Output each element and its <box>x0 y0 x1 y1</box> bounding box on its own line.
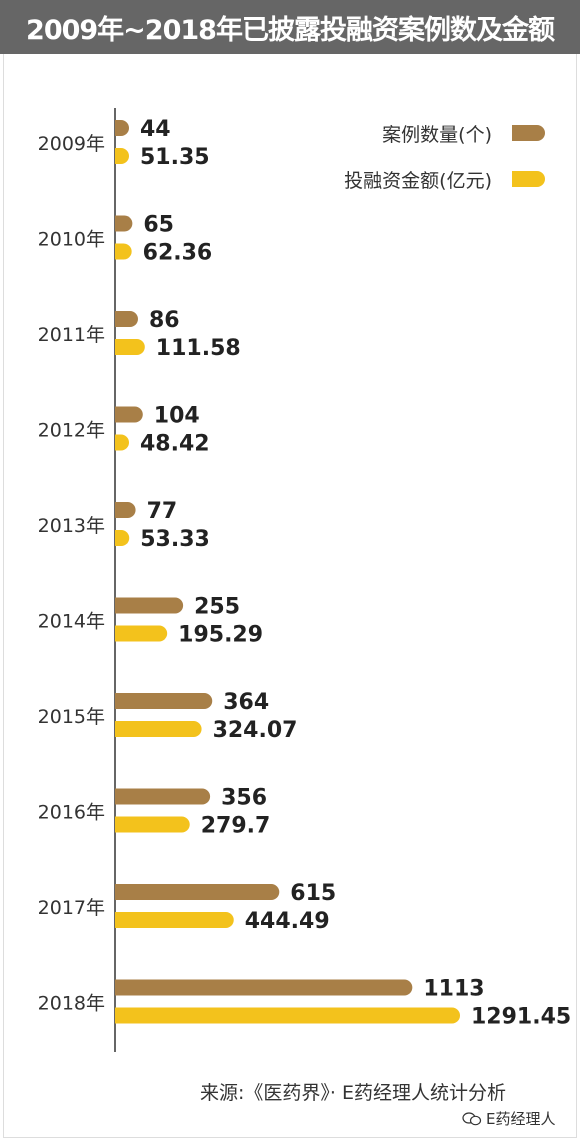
category-label: 2017年 <box>38 897 105 919</box>
category-label: 2015年 <box>38 706 105 728</box>
data-label: 86 <box>149 308 180 333</box>
bar-amount <box>115 912 234 928</box>
data-label: 53.33 <box>140 527 210 552</box>
data-label: 195.29 <box>178 623 263 648</box>
data-label: 1113 <box>423 977 484 1002</box>
data-label: 77 <box>147 499 178 524</box>
bar-amount <box>115 434 129 451</box>
data-label: 111.58 <box>156 336 241 361</box>
legend-swatch <box>512 125 545 141</box>
data-label: 324.07 <box>213 718 298 743</box>
bar-count <box>115 406 143 423</box>
data-label: 615 <box>290 881 336 906</box>
category-label: 2016年 <box>38 802 105 824</box>
watermark: E药经理人 <box>462 1108 555 1129</box>
data-label: 104 <box>154 404 200 429</box>
chart-frame <box>3 54 577 1138</box>
bar-count <box>115 311 138 327</box>
bar-count <box>115 215 133 232</box>
category-label: 2011年 <box>38 324 105 346</box>
bar-amount <box>115 625 168 642</box>
bar-amount <box>115 1007 460 1024</box>
category-label: 2018年 <box>38 993 105 1015</box>
source-note: 来源:《医药界》· E药经理人统计分析 <box>200 1082 506 1104</box>
category-label: 2014年 <box>38 611 105 633</box>
bar-amount <box>115 721 202 737</box>
bar-amount <box>115 530 130 546</box>
bar-count <box>115 693 213 709</box>
data-label: 279.7 <box>201 814 271 839</box>
data-label: 62.36 <box>143 241 213 266</box>
chart-title: 2009年~2018年已披露投融资案例数及金额 <box>0 0 580 54</box>
bar-count <box>115 979 413 996</box>
category-label: 2009年 <box>38 133 105 155</box>
bar-amount <box>115 148 129 164</box>
data-label: 356 <box>221 786 267 811</box>
bar-count <box>115 502 136 518</box>
bar-amount <box>115 339 145 355</box>
watermark-text: E药经理人 <box>486 1110 556 1128</box>
data-label: 51.35 <box>140 145 210 170</box>
legend-label: 投融资金额(亿元) <box>344 170 492 192</box>
data-label: 364 <box>223 690 269 715</box>
bar-count <box>115 884 280 900</box>
data-label: 65 <box>143 213 174 238</box>
chat-bubble-icon <box>462 1111 482 1125</box>
data-label: 1291.45 <box>471 1005 571 1030</box>
legend-swatch <box>512 171 545 187</box>
data-label: 444.49 <box>245 909 330 934</box>
category-label: 2010年 <box>38 229 105 251</box>
bar-count <box>115 120 129 136</box>
bar-amount <box>115 816 190 833</box>
data-label: 255 <box>194 595 240 620</box>
bar-count <box>115 597 184 614</box>
bar-count <box>115 788 211 805</box>
category-label: 2012年 <box>38 420 105 442</box>
legend-label: 案例数量(个) <box>382 124 492 146</box>
category-label: 2013年 <box>38 515 105 537</box>
bar-amount <box>115 243 132 260</box>
data-label: 44 <box>140 117 171 142</box>
data-label: 48.42 <box>140 432 210 457</box>
